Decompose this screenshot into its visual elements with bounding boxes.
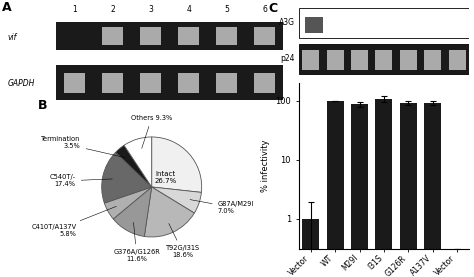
FancyBboxPatch shape — [302, 50, 319, 70]
Bar — [375, 99, 392, 277]
FancyBboxPatch shape — [400, 50, 417, 70]
Text: 1: 1 — [73, 4, 77, 14]
FancyBboxPatch shape — [216, 27, 237, 45]
Bar — [424, 103, 441, 277]
Text: 3: 3 — [148, 4, 153, 14]
FancyBboxPatch shape — [299, 8, 469, 38]
Text: p24: p24 — [281, 54, 295, 63]
FancyBboxPatch shape — [178, 27, 199, 45]
Text: 2: 2 — [110, 4, 115, 14]
FancyBboxPatch shape — [56, 65, 283, 100]
FancyBboxPatch shape — [375, 50, 392, 70]
FancyBboxPatch shape — [327, 50, 344, 70]
Text: A3G: A3G — [279, 18, 295, 27]
Wedge shape — [113, 187, 152, 237]
Text: GAPDH: GAPDH — [8, 79, 35, 88]
FancyBboxPatch shape — [64, 73, 85, 93]
Text: C: C — [268, 2, 277, 15]
FancyBboxPatch shape — [351, 50, 368, 70]
Text: C540T/-
17.4%: C540T/- 17.4% — [50, 175, 112, 188]
FancyBboxPatch shape — [56, 22, 283, 50]
Bar — [448, 249, 465, 277]
FancyBboxPatch shape — [299, 44, 469, 74]
Text: 6: 6 — [262, 4, 267, 14]
Text: Intact
26.7%: Intact 26.7% — [155, 171, 177, 184]
Text: B: B — [38, 99, 48, 112]
Text: A: A — [2, 1, 11, 14]
Wedge shape — [116, 145, 152, 187]
Text: C410T/A137V
5.8%: C410T/A137V 5.8% — [32, 206, 117, 237]
Wedge shape — [152, 187, 201, 213]
Text: Termination
3.5%: Termination 3.5% — [41, 137, 125, 158]
Text: 5: 5 — [224, 4, 229, 14]
Y-axis label: % infectivity: % infectivity — [261, 140, 270, 193]
FancyBboxPatch shape — [140, 27, 161, 45]
Text: G87A/M29I
7.0%: G87A/M29I 7.0% — [190, 200, 254, 214]
Text: 4: 4 — [186, 4, 191, 14]
Wedge shape — [152, 137, 202, 193]
Wedge shape — [104, 187, 152, 219]
Bar — [351, 104, 368, 277]
Wedge shape — [101, 152, 152, 203]
Wedge shape — [124, 137, 152, 187]
FancyBboxPatch shape — [216, 73, 237, 93]
Text: Others 9.3%: Others 9.3% — [131, 115, 173, 148]
Text: G376A/G126R
11.6%: G376A/G126R 11.6% — [113, 222, 160, 263]
Bar — [302, 219, 319, 277]
FancyBboxPatch shape — [424, 50, 441, 70]
FancyBboxPatch shape — [448, 50, 465, 70]
FancyBboxPatch shape — [305, 17, 322, 33]
FancyBboxPatch shape — [102, 27, 123, 45]
Bar — [400, 103, 417, 277]
FancyBboxPatch shape — [254, 73, 275, 93]
FancyBboxPatch shape — [178, 73, 199, 93]
Bar — [327, 101, 344, 277]
FancyBboxPatch shape — [102, 73, 123, 93]
Wedge shape — [144, 187, 194, 237]
FancyBboxPatch shape — [254, 27, 275, 45]
Text: vif: vif — [8, 33, 17, 42]
Text: T92G/I31S
18.6%: T92G/I31S 18.6% — [165, 224, 200, 258]
FancyBboxPatch shape — [140, 73, 161, 93]
